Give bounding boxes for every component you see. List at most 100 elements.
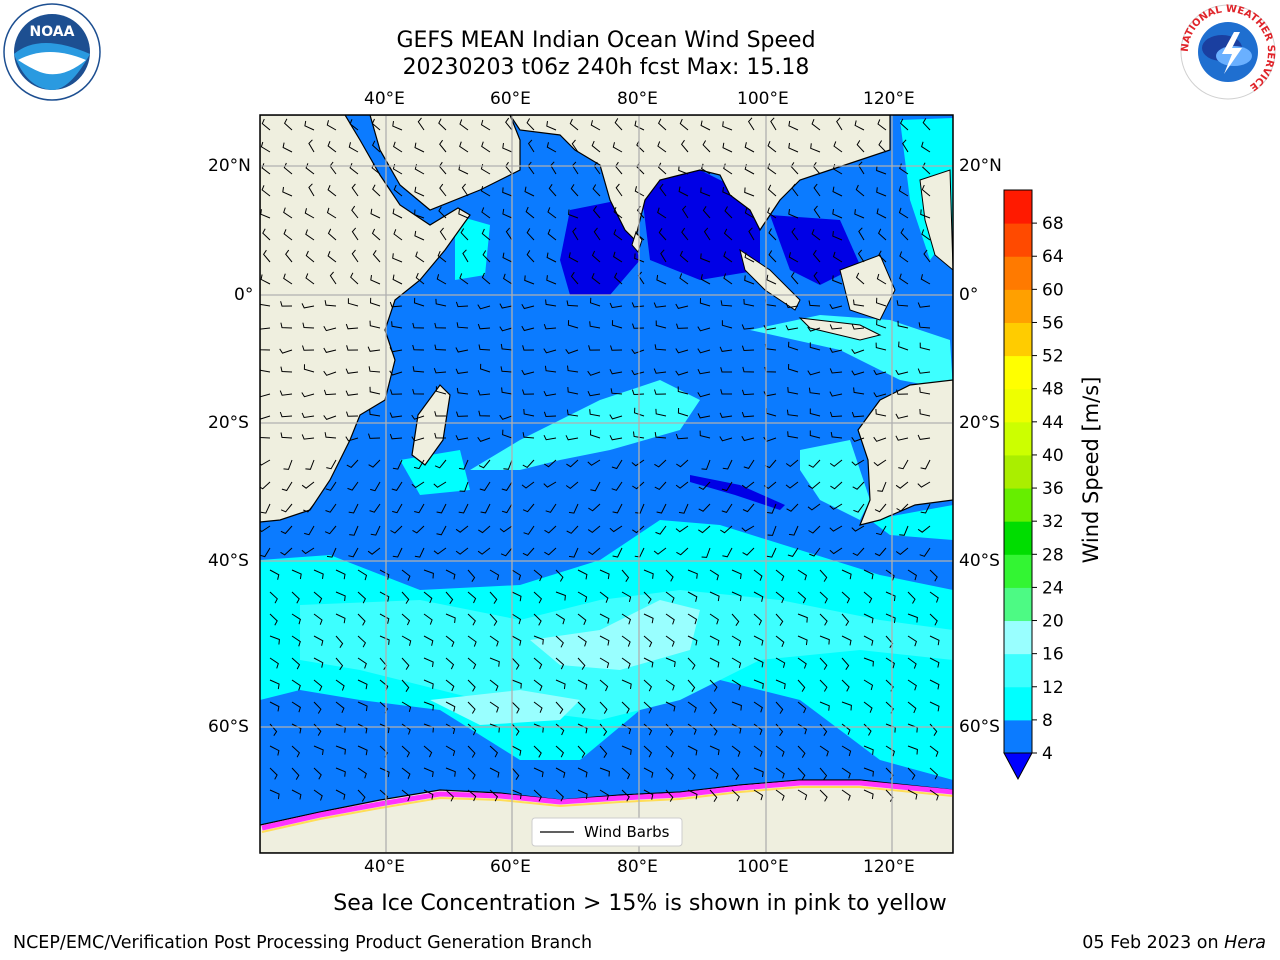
gridlines bbox=[260, 115, 953, 853]
wind-barb bbox=[654, 344, 667, 351]
wind-barb bbox=[907, 635, 917, 647]
wind-barb bbox=[283, 229, 293, 241]
wind-barb bbox=[741, 435, 755, 442]
low-wind-streak bbox=[690, 475, 785, 510]
wind-barb bbox=[371, 118, 381, 131]
wind-barb bbox=[357, 745, 368, 756]
wind-barb bbox=[401, 569, 411, 581]
wind-barb bbox=[467, 679, 476, 692]
wind-barb bbox=[401, 767, 411, 779]
lat-tick-left-20n: 20°N bbox=[208, 156, 251, 176]
footer-branch: NCEP/EMC/Verification Post Processing Pr… bbox=[13, 933, 593, 953]
wind-barb bbox=[414, 547, 425, 558]
wind-barb bbox=[665, 745, 675, 758]
wind-barb bbox=[566, 459, 579, 468]
wind-barb bbox=[724, 206, 733, 219]
wind-barb bbox=[500, 343, 513, 351]
wind-barb bbox=[414, 142, 425, 153]
colorbar-bin bbox=[1004, 521, 1032, 555]
wind-barb bbox=[455, 547, 469, 555]
colorbar-tick-label: 64 bbox=[1042, 247, 1064, 267]
wind-barb bbox=[775, 613, 784, 626]
wind-barb bbox=[570, 271, 579, 285]
wind-barb bbox=[775, 767, 785, 779]
wind-barb bbox=[455, 301, 469, 308]
wind-barb bbox=[907, 569, 917, 581]
wind-barb bbox=[589, 409, 601, 417]
wind-barb bbox=[261, 163, 271, 175]
wind-barb bbox=[841, 723, 851, 735]
wind-barb bbox=[918, 322, 931, 329]
wind-barb bbox=[459, 119, 469, 131]
wind-barb bbox=[439, 183, 447, 197]
map-canvas bbox=[260, 115, 953, 853]
wind-barb bbox=[654, 481, 667, 491]
wind-barb bbox=[577, 679, 588, 690]
wind-barb bbox=[929, 635, 940, 646]
wind-barb bbox=[635, 228, 645, 241]
wind-barb bbox=[687, 591, 698, 602]
wind-barb bbox=[417, 117, 425, 131]
wind-barb bbox=[477, 323, 491, 330]
wind-barb bbox=[349, 525, 359, 536]
lat-tick-left-20s: 20°S bbox=[208, 413, 249, 433]
wind-barb bbox=[748, 227, 755, 241]
wind-barb bbox=[548, 184, 557, 197]
wind-barb bbox=[589, 321, 601, 329]
wind-barb bbox=[279, 390, 293, 396]
wind-barb bbox=[521, 303, 535, 310]
wind-barb bbox=[919, 342, 931, 351]
wind-barb bbox=[700, 253, 711, 263]
wind-barb bbox=[302, 322, 315, 329]
wind-barb bbox=[500, 547, 513, 557]
wind-barb bbox=[499, 414, 513, 420]
wind-barb bbox=[370, 275, 381, 285]
wind-barb bbox=[753, 767, 764, 777]
wind-barb bbox=[260, 209, 271, 219]
wind-barb bbox=[813, 205, 821, 219]
wind-barb bbox=[577, 613, 587, 625]
wind-barb bbox=[479, 363, 491, 373]
wind-barb bbox=[709, 679, 718, 692]
wind-barb bbox=[282, 142, 293, 153]
wind-barb bbox=[922, 118, 931, 131]
wind-barb bbox=[481, 272, 491, 285]
wind-barb bbox=[832, 275, 843, 285]
wind-barb bbox=[698, 481, 711, 491]
wind-barb bbox=[655, 408, 667, 417]
wind-barb bbox=[929, 613, 938, 626]
wind-barb bbox=[568, 209, 579, 219]
wind-barb bbox=[687, 701, 697, 713]
wind-barb bbox=[785, 325, 799, 331]
wind-barb bbox=[900, 228, 909, 241]
wind-barb bbox=[829, 411, 843, 418]
wind-barb bbox=[433, 547, 447, 555]
wind-barb bbox=[675, 370, 689, 376]
wind-barb bbox=[301, 547, 315, 555]
colorbar-tick-label: 4 bbox=[1042, 744, 1053, 764]
wind-barb bbox=[665, 789, 674, 802]
wind-barb bbox=[280, 503, 293, 513]
wind-barb bbox=[357, 789, 366, 802]
lon-tick-bottom-100: 100°E bbox=[737, 857, 789, 877]
wind-barb bbox=[863, 635, 874, 646]
wind-barb bbox=[478, 344, 491, 351]
wind-barb bbox=[368, 459, 381, 468]
wind-barb bbox=[621, 723, 632, 735]
wind-barb bbox=[741, 525, 755, 532]
wind-barb bbox=[423, 701, 434, 711]
wind-barb bbox=[701, 547, 711, 558]
wind-barb bbox=[631, 389, 645, 396]
wind-barb bbox=[929, 745, 939, 757]
wind-barb bbox=[809, 408, 821, 417]
wind-barb bbox=[445, 635, 455, 647]
wind-barb bbox=[481, 228, 491, 241]
wind-barb bbox=[875, 297, 887, 307]
wind-barb bbox=[349, 119, 359, 131]
wind-barb bbox=[280, 322, 293, 329]
wind-barb bbox=[503, 459, 513, 470]
wind-barb bbox=[797, 613, 808, 623]
wind-barb bbox=[785, 459, 799, 468]
wind-barb bbox=[357, 635, 367, 648]
wind-barb bbox=[852, 547, 865, 557]
